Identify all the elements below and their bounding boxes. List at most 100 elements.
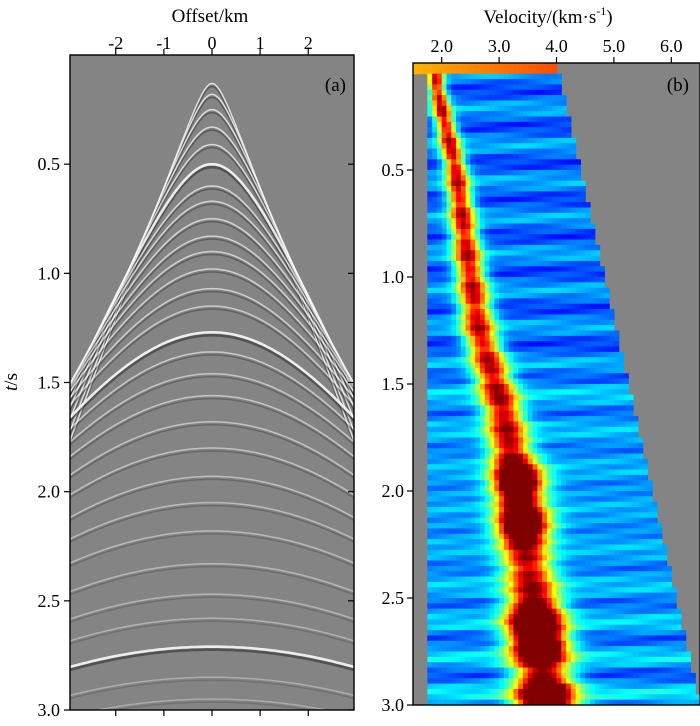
semblance-cell [570,678,577,685]
semblance-cell [427,539,433,546]
semblance-cell [484,507,491,513]
semblance-cell [570,571,577,578]
semblance-cell [604,651,610,658]
semblance-cell [441,105,448,112]
semblance-cell [551,309,558,316]
semblance-cell [470,651,476,658]
semblance-cell [594,330,601,337]
semblance-cell [594,555,601,562]
semblance-cell [542,560,548,567]
semblance-cell [537,293,543,299]
semblance-cell [465,576,471,583]
semblance-cell [594,282,601,289]
semblance-cell [623,389,629,396]
semblance-cell [628,619,634,626]
semblance-cell [599,442,605,449]
semblance-cell [580,683,586,690]
semblance-cell [432,89,438,96]
semblance-cell [499,191,505,198]
semblance-cell [532,394,538,401]
semblance-cell [518,619,524,626]
semblance-cell [518,325,524,332]
semblance-cell [551,293,558,299]
semblance-cell [618,416,625,423]
semblance-cell [518,351,524,358]
semblance-cell [633,662,639,669]
semblance-cell [460,271,467,278]
semblance-cell [460,394,467,401]
semblance-cell [551,507,558,513]
semblance-cell [441,437,448,444]
semblance-cell [479,175,486,182]
semblance-cell [623,416,629,423]
semblance-cell [436,619,443,626]
semblance-cell [523,298,529,305]
semblance-cell [546,303,553,310]
semblance-cell [656,635,663,642]
semblance-cell [460,73,467,80]
semblance-cell [566,640,572,647]
semblance-cell [518,175,524,182]
semblance-cell [532,662,538,669]
semblance-cell [556,116,562,123]
semblance-cell [537,581,543,588]
semblance-cell [441,464,448,471]
semblance-cell [451,121,457,128]
semblance-cell [609,325,615,332]
semblance-cell [499,501,505,508]
semblance-cell [503,560,510,567]
semblance-cell [537,587,543,594]
semblance-cell [436,630,443,637]
semblance-cell [503,362,510,369]
semblance-cell [513,277,519,283]
semblance-cell [527,533,534,540]
semblance-cell [427,416,433,423]
semblance-cell [451,405,457,412]
semblance-cell [456,325,462,332]
semblance-cell [542,581,548,588]
semblance-cell [432,105,438,112]
semblance-cell [542,598,548,604]
semblance-cell [451,293,457,299]
semblance-cell [427,549,433,556]
semblance-cell [527,170,534,176]
reflection-peak [70,475,354,519]
semblance-cell [484,287,491,294]
semblance-cell [685,678,692,685]
semblance-cell [580,480,586,487]
semblance-cell [618,576,625,583]
semblance-cell [470,688,476,695]
semblance-cell [628,683,634,690]
semblance-cell [656,539,663,546]
semblance-cell [609,683,615,690]
semblance-cell [484,592,491,599]
semblance-cell [518,223,524,230]
semblance-cell [575,223,582,230]
semblance-cell [513,367,519,374]
semblance-cell [566,442,572,449]
semblance-cell [513,73,519,80]
semblance-cell [460,164,467,171]
semblance-cell [499,603,505,610]
semblance-cell [427,598,433,604]
semblance-cell [537,474,543,481]
semblance-cell [551,202,558,209]
semblance-cell [427,202,433,209]
semblance-cell [599,646,605,653]
semblance-cell [556,298,562,305]
semblance-cell [604,619,610,626]
semblance-cell [633,523,639,530]
semblance-cell [556,394,562,401]
semblance-cell [556,426,562,433]
semblance-cell [642,608,648,615]
semblance-cell [570,277,577,283]
semblance-cell [546,587,553,594]
semblance-cell [513,587,519,594]
semblance-cell [513,95,519,102]
semblance-cell [427,437,433,444]
semblance-cell [518,79,524,85]
semblance-cell [609,458,615,465]
semblance-cell [546,212,553,219]
semblance-cell [513,560,519,567]
semblance-cell [575,667,582,674]
